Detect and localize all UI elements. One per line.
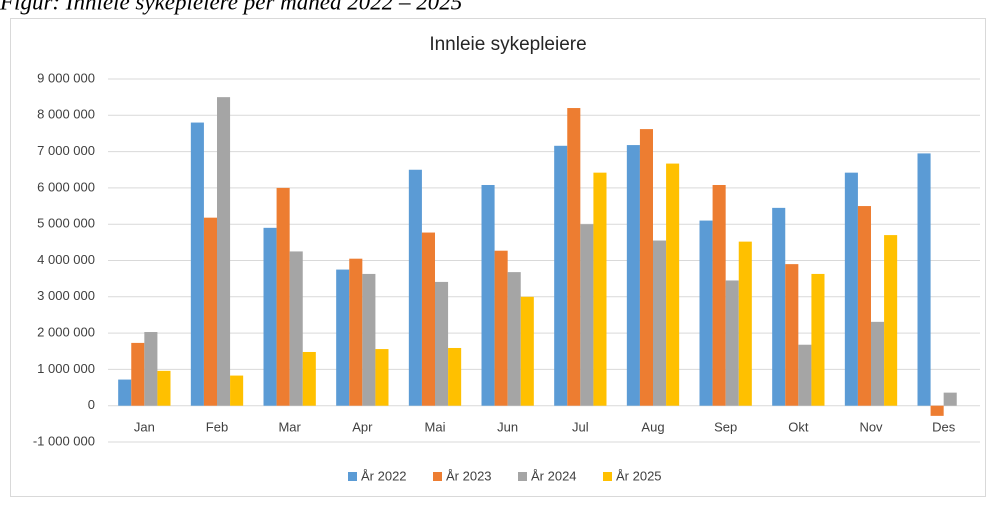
x-tick-label: Jan (134, 419, 155, 434)
bar (375, 349, 389, 406)
bar (785, 264, 799, 406)
bar (917, 153, 931, 406)
legend-label: År 2023 (446, 468, 492, 483)
bar (481, 184, 495, 406)
bar (738, 241, 752, 406)
x-tick-label: Okt (788, 419, 809, 434)
bar (884, 235, 898, 406)
bar (772, 207, 786, 406)
bar (217, 97, 231, 406)
x-tick-label: Jul (572, 419, 589, 434)
legend-swatch (433, 472, 442, 481)
x-tick-label: Des (932, 419, 956, 434)
bar (203, 217, 217, 406)
bar (131, 342, 145, 406)
bar (798, 344, 812, 406)
bar (639, 129, 653, 406)
bar (593, 172, 607, 406)
y-tick-label: 8 000 000 (37, 107, 95, 122)
x-tick-label: Jun (497, 419, 518, 434)
bar (421, 232, 435, 406)
caption: Figur: Innleie sykepleiere per måned 202… (0, 0, 462, 14)
bar (930, 405, 944, 416)
bar (349, 258, 363, 406)
bar (263, 227, 277, 406)
bar (494, 250, 508, 406)
legend-swatch (603, 472, 612, 481)
bar (408, 169, 422, 406)
bar (844, 172, 858, 406)
bar (857, 206, 871, 406)
bar (507, 272, 521, 406)
y-tick-label: 6 000 000 (37, 179, 95, 194)
x-tick-label: Feb (206, 419, 228, 434)
bar (276, 187, 290, 406)
bar (943, 392, 957, 406)
legend-swatch (518, 472, 527, 481)
bar (626, 145, 640, 406)
y-tick-label: 7 000 000 (37, 143, 95, 158)
bar (448, 347, 462, 406)
y-tick-label: 3 000 000 (37, 288, 95, 303)
bar (725, 280, 739, 406)
bar (811, 273, 825, 406)
y-tick-label: 4 000 000 (37, 252, 95, 267)
bar (362, 273, 376, 406)
bar (230, 375, 244, 406)
legend-label: År 2025 (616, 468, 662, 483)
legend-label: År 2024 (531, 468, 577, 483)
bar (289, 251, 303, 406)
x-tick-label: Sep (714, 419, 737, 434)
x-tick-label: Nov (859, 419, 883, 434)
legend-label: År 2022 (361, 468, 407, 483)
bar (871, 321, 885, 406)
y-tick-label: 5 000 000 (37, 216, 95, 231)
bar (118, 379, 132, 406)
bar (567, 108, 581, 406)
legend-swatch (348, 472, 357, 481)
x-tick-label: Aug (641, 419, 664, 434)
bar (699, 220, 713, 406)
bar (554, 145, 568, 406)
bar (520, 296, 534, 406)
y-tick-label: -1 000 000 (33, 433, 95, 448)
y-tick-label: 0 (88, 397, 95, 412)
bar (435, 281, 449, 406)
bar (190, 122, 204, 406)
bar (666, 163, 680, 406)
y-tick-label: 2 000 000 (37, 325, 95, 340)
bar (653, 240, 667, 406)
y-tick-label: 1 000 000 (37, 361, 95, 376)
bar (336, 269, 350, 406)
y-tick-label: 9 000 000 (37, 70, 95, 85)
x-tick-label: Apr (352, 419, 373, 434)
bar (580, 224, 594, 406)
bar (157, 370, 171, 406)
chart-title: Innleie sykepleiere (429, 34, 586, 55)
bar (712, 184, 726, 406)
x-tick-label: Mai (425, 419, 446, 434)
x-tick-label: Mar (278, 419, 301, 434)
bar (144, 332, 158, 406)
bar (302, 351, 316, 406)
